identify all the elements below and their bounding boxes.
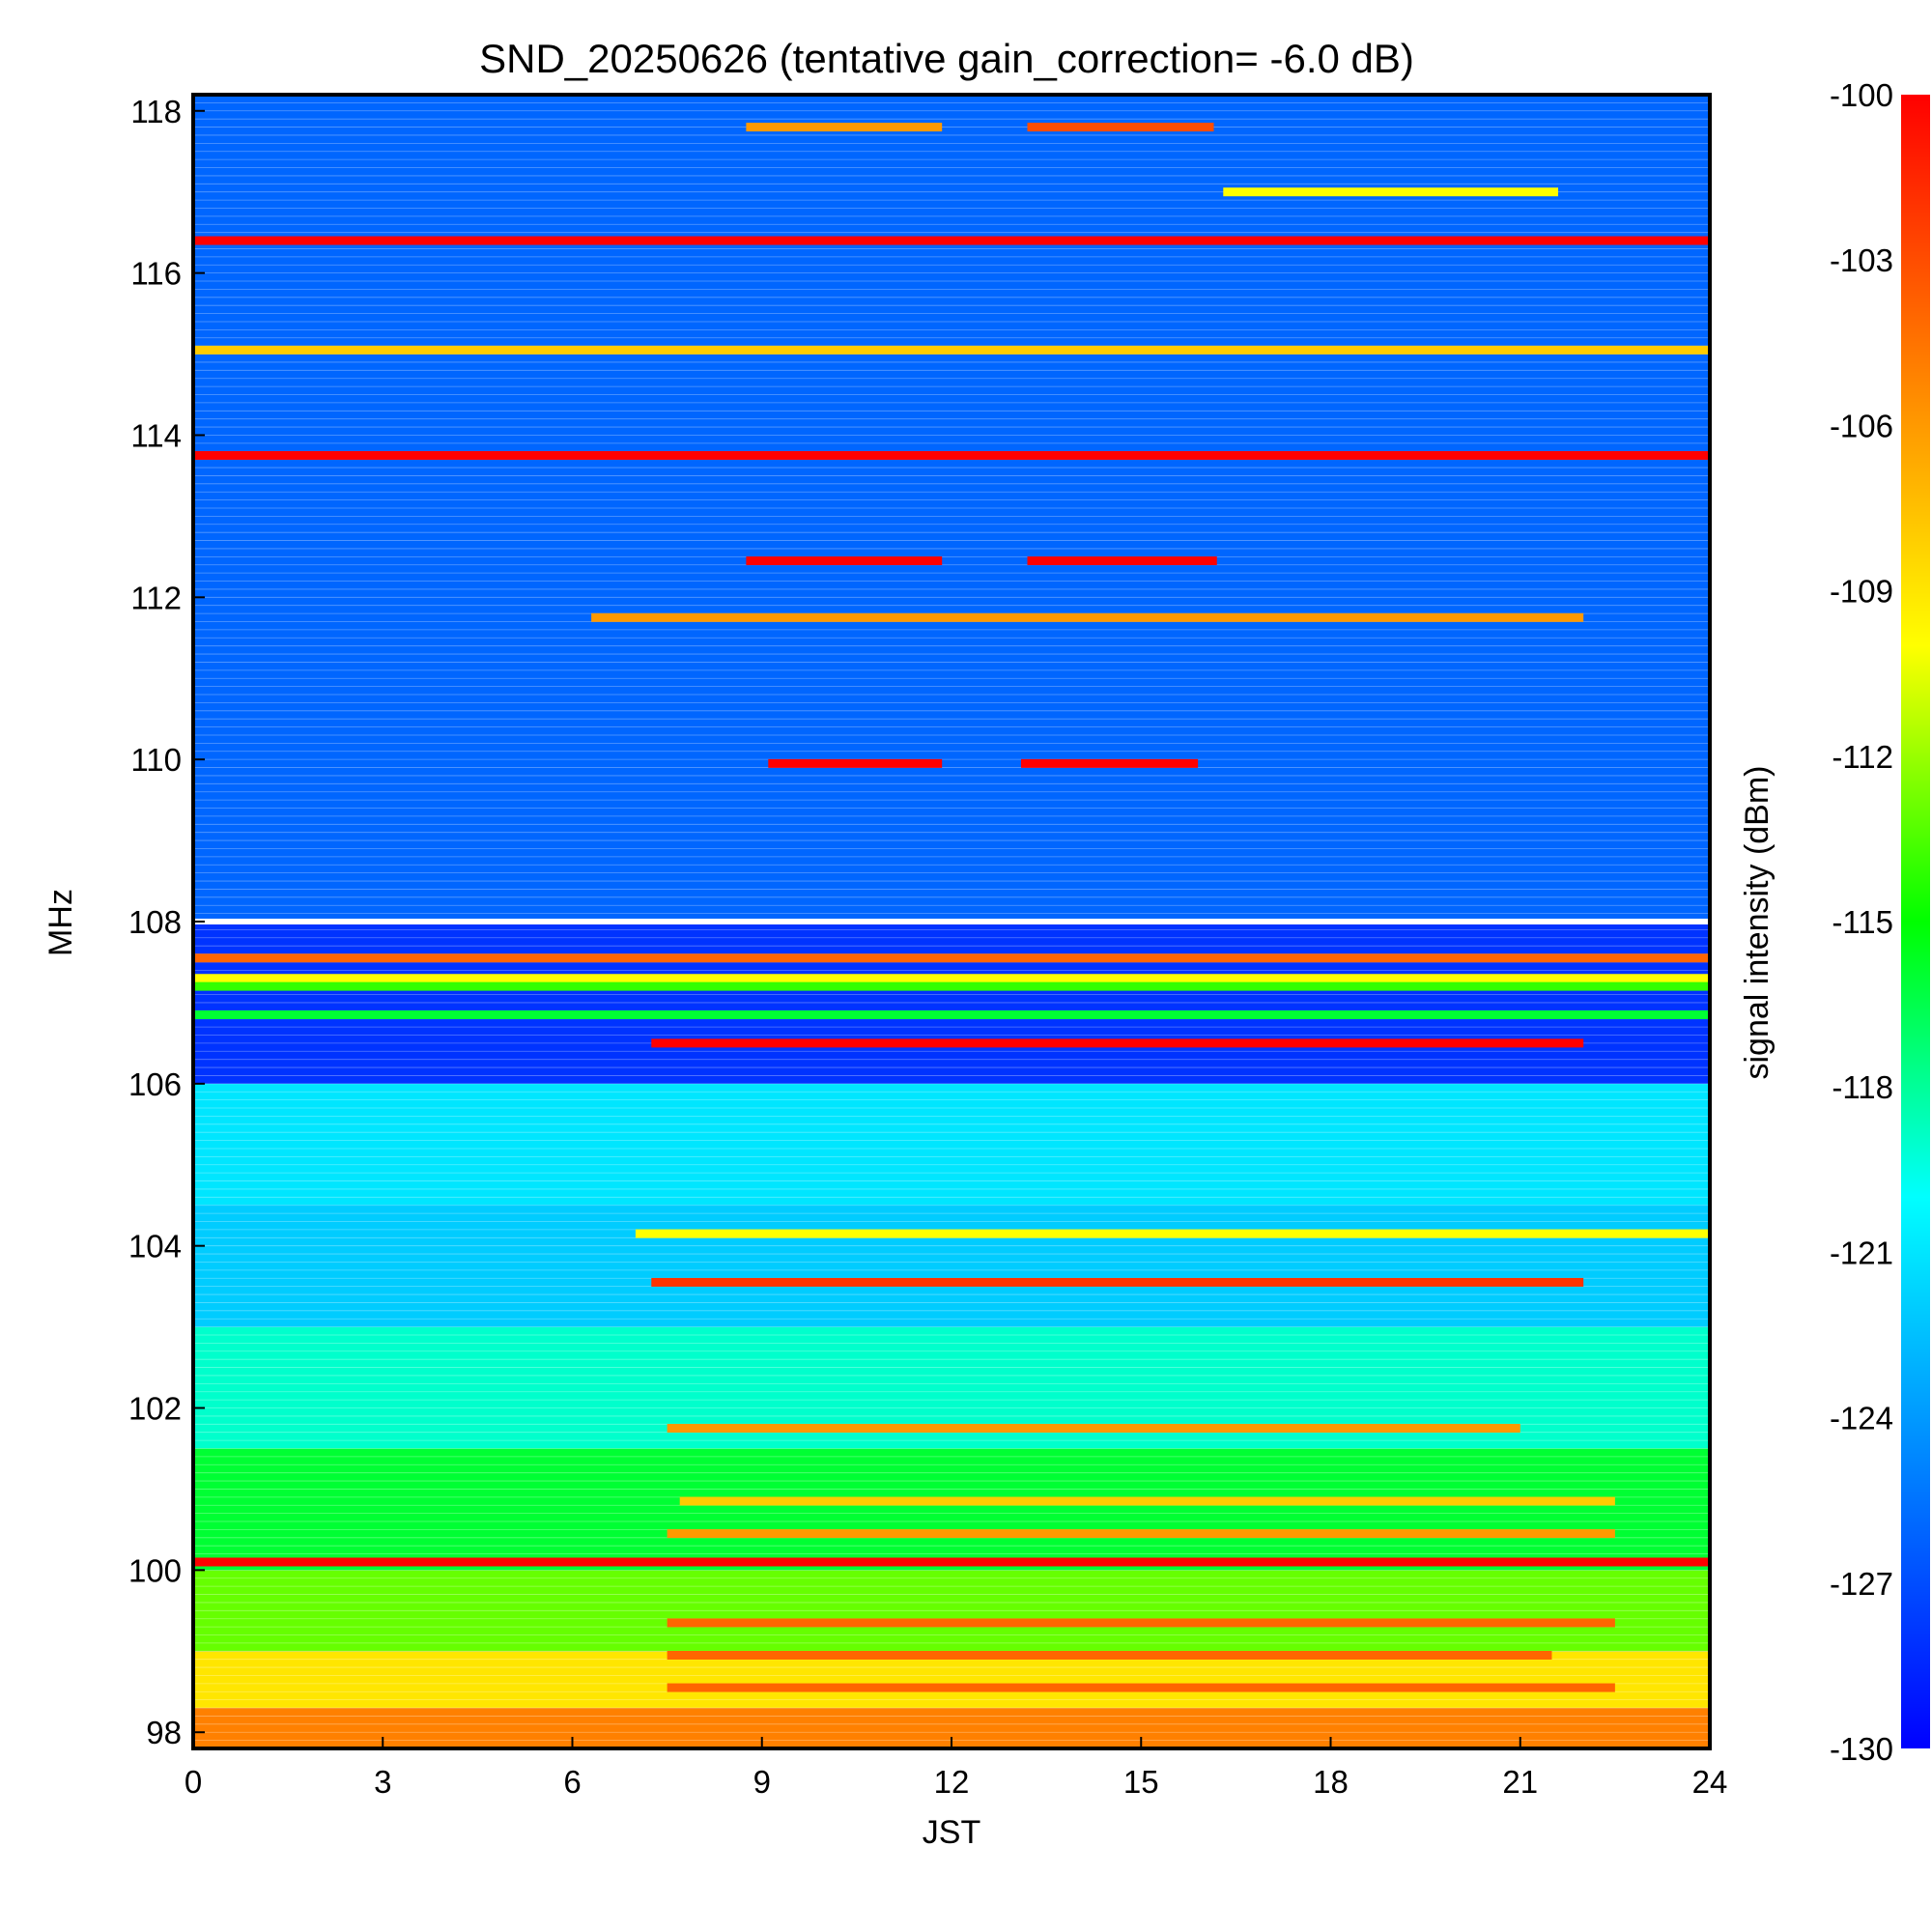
colorbar-tick-label: -130 [1830, 1731, 1893, 1767]
background-band [193, 1083, 1710, 1206]
x-tick-label: 21 [1502, 1764, 1538, 1800]
y-axis-label: MHz [43, 889, 79, 956]
signal-band [193, 236, 1710, 245]
y-tick-label: 108 [128, 904, 182, 940]
signal-band [193, 953, 1710, 963]
colorbar-tick-label: -118 [1832, 1069, 1893, 1105]
y-tick-label: 98 [146, 1715, 182, 1750]
y-tick-label: 114 [130, 417, 182, 453]
x-tick-label: 15 [1123, 1764, 1159, 1800]
x-tick-label: 24 [1692, 1764, 1728, 1800]
signal-band [679, 1496, 1615, 1506]
colorbar-tick-label: -109 [1830, 574, 1893, 610]
signal-band [667, 1683, 1615, 1692]
x-tick-label: 12 [934, 1764, 970, 1800]
colorbar-tick-label: -121 [1830, 1235, 1893, 1270]
x-axis-label: JST [923, 1814, 980, 1851]
signal-band [667, 1424, 1520, 1434]
y-tick-label: 112 [130, 580, 182, 615]
x-tick-label: 6 [563, 1764, 581, 1800]
signal-band [1223, 187, 1558, 197]
colorbar-tick-label: -115 [1832, 904, 1893, 940]
signal-band [1020, 758, 1199, 768]
colorbar-tick-label: -100 [1830, 77, 1893, 113]
signal-band [746, 556, 943, 566]
chart-title: SND_20250626 (tentative gain_correction=… [479, 36, 1414, 81]
signal-band [193, 450, 1710, 460]
colorbar-tick-label: -112 [1832, 739, 1893, 775]
colorbar-tick-label: -124 [1830, 1401, 1893, 1436]
signal-band [193, 345, 1710, 355]
colorbar-label: signal intensity (dBm) [1739, 765, 1776, 1079]
signal-band [1027, 556, 1217, 566]
y-tick-label: 110 [130, 742, 182, 778]
signal-band [746, 123, 943, 132]
y-tick-label: 104 [128, 1229, 182, 1264]
y-tick-label: 102 [128, 1391, 182, 1427]
background-band [193, 1205, 1710, 1327]
plot-area [191, 93, 1712, 1750]
signal-band [193, 1010, 1710, 1020]
signal-band [651, 1038, 1584, 1048]
y-tick-label: 118 [130, 94, 182, 129]
signal-band [667, 1618, 1615, 1628]
signal-band [193, 974, 1710, 983]
colorbar-tick-label: -106 [1830, 408, 1893, 443]
background-band [193, 1448, 1710, 1571]
signal-band [193, 981, 1710, 991]
y-tick-label: 100 [128, 1552, 182, 1588]
signal-band [768, 758, 943, 768]
signal-band [667, 1650, 1552, 1660]
background-band [193, 95, 1710, 922]
y-tick-label: 106 [128, 1066, 182, 1102]
signal-band [1027, 123, 1214, 132]
x-tick-label: 3 [374, 1764, 391, 1800]
background-band [193, 922, 1710, 1084]
colorbar-gradient [1901, 95, 1930, 1748]
colorbar: -100 -103 -106 -109 -112 -115 -118 -121 -124 -127… [1830, 77, 1930, 1767]
y-tick-label: 116 [130, 256, 182, 292]
signal-band [635, 1229, 1710, 1238]
signal-band [667, 1529, 1615, 1539]
colorbar-tick-label: -103 [1830, 242, 1893, 278]
background-band [193, 1651, 1710, 1709]
x-tick-label: 9 [753, 1764, 771, 1800]
y-axis-ticks: 98 100 102 104 106 108 110 112 114 116 118 [128, 94, 205, 1750]
signal-band [591, 612, 1584, 622]
background-band [193, 1570, 1710, 1652]
x-tick-label: 18 [1313, 1764, 1349, 1800]
x-axis-ticks: 0 3 6 9 12 15 18 21 24 [185, 1737, 1728, 1800]
x-tick-label: 0 [185, 1764, 202, 1800]
signal-band [651, 1277, 1584, 1287]
signal-band [193, 1557, 1710, 1567]
colorbar-tick-label: -127 [1830, 1566, 1893, 1602]
